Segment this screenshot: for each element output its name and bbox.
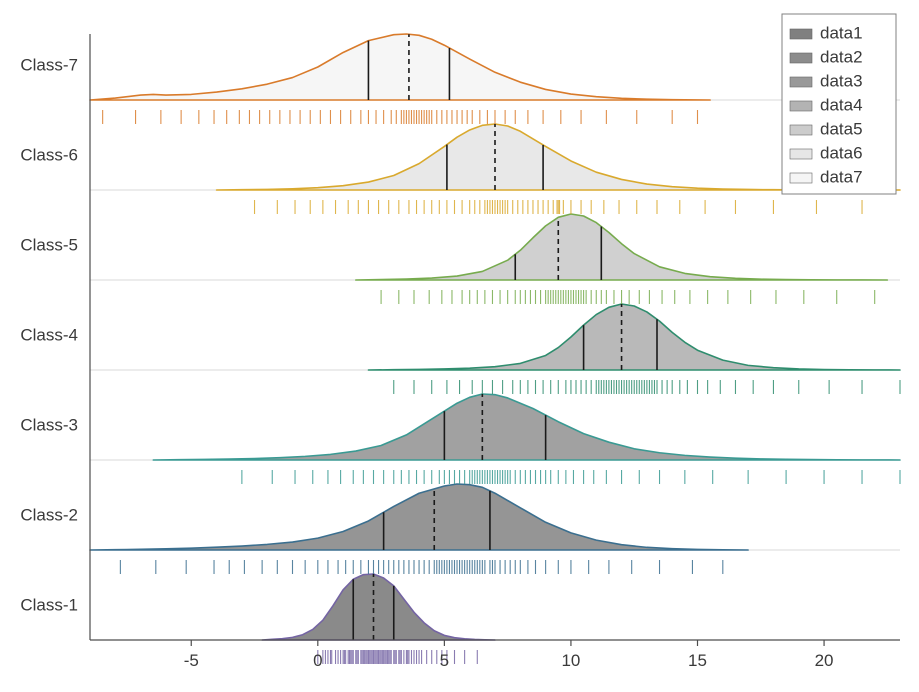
x-tick-label: -5: [184, 651, 199, 670]
chart-background: [0, 0, 919, 692]
x-tick-label: 0: [313, 651, 322, 670]
x-tick-label: 10: [561, 651, 580, 670]
legend-label: data4: [820, 95, 863, 114]
y-tick-label: Class-4: [20, 325, 78, 344]
x-tick-label: 20: [815, 651, 834, 670]
legend-swatch: [790, 149, 812, 159]
legend-swatch: [790, 125, 812, 135]
legend-swatch: [790, 173, 812, 183]
y-tick-label: Class-3: [20, 415, 78, 434]
y-tick-label: Class-5: [20, 235, 78, 254]
x-tick-label: 5: [440, 651, 449, 670]
legend-swatch: [790, 77, 812, 87]
legend-label: data1: [820, 23, 863, 42]
legend-label: data7: [820, 167, 863, 186]
legend-label: data5: [820, 119, 863, 138]
y-tick-label: Class-7: [20, 55, 78, 74]
x-tick-label: 15: [688, 651, 707, 670]
legend-label: data3: [820, 71, 863, 90]
legend: data1 data2 data3 data4 data5 data6 data7: [782, 14, 896, 194]
y-tick-label: Class-6: [20, 145, 78, 164]
ridgeline-chart: Class-1 Class-2 Class-3 Class-4 Class-5 Class…: [0, 0, 919, 692]
legend-label: data6: [820, 143, 863, 162]
y-tick-label: Class-1: [20, 595, 78, 614]
legend-swatch: [790, 29, 812, 39]
legend-label: data2: [820, 47, 863, 66]
legend-swatch: [790, 101, 812, 111]
legend-swatch: [790, 53, 812, 63]
y-tick-label: Class-2: [20, 505, 78, 524]
